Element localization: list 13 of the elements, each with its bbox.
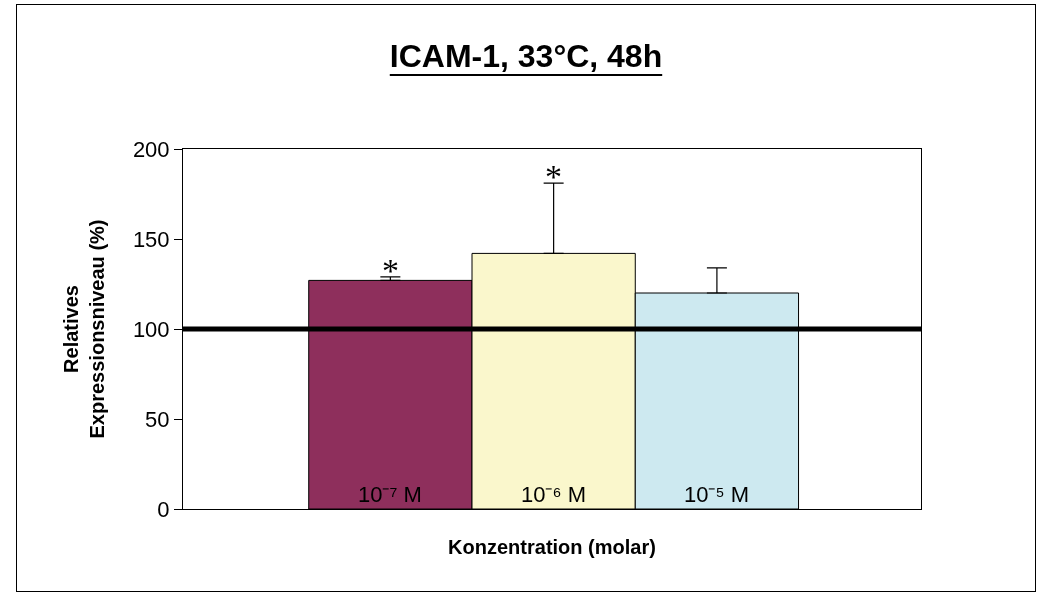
annotation: * [382,252,399,289]
y-tick-label: 150 [132,226,170,252]
y-tick-label: 0 [157,496,170,522]
annotation: * [545,158,562,195]
y-axis-title: Relatives Expressionsniveau (%) [60,219,109,439]
x-tick-label: 10⁻⁶ M [521,482,586,507]
chart-title: ICAM-1, 33°C, 48h [389,38,663,74]
y-tick-label: 200 [132,136,170,162]
x-tick-label: 10⁻⁷ M [358,482,422,507]
x-tick-label: 10⁻⁵ M [684,482,750,507]
x-axis-title: Konzentration (molar) [448,535,656,558]
y-tick-label: 50 [145,406,170,432]
y-tick-label: 100 [132,316,170,342]
